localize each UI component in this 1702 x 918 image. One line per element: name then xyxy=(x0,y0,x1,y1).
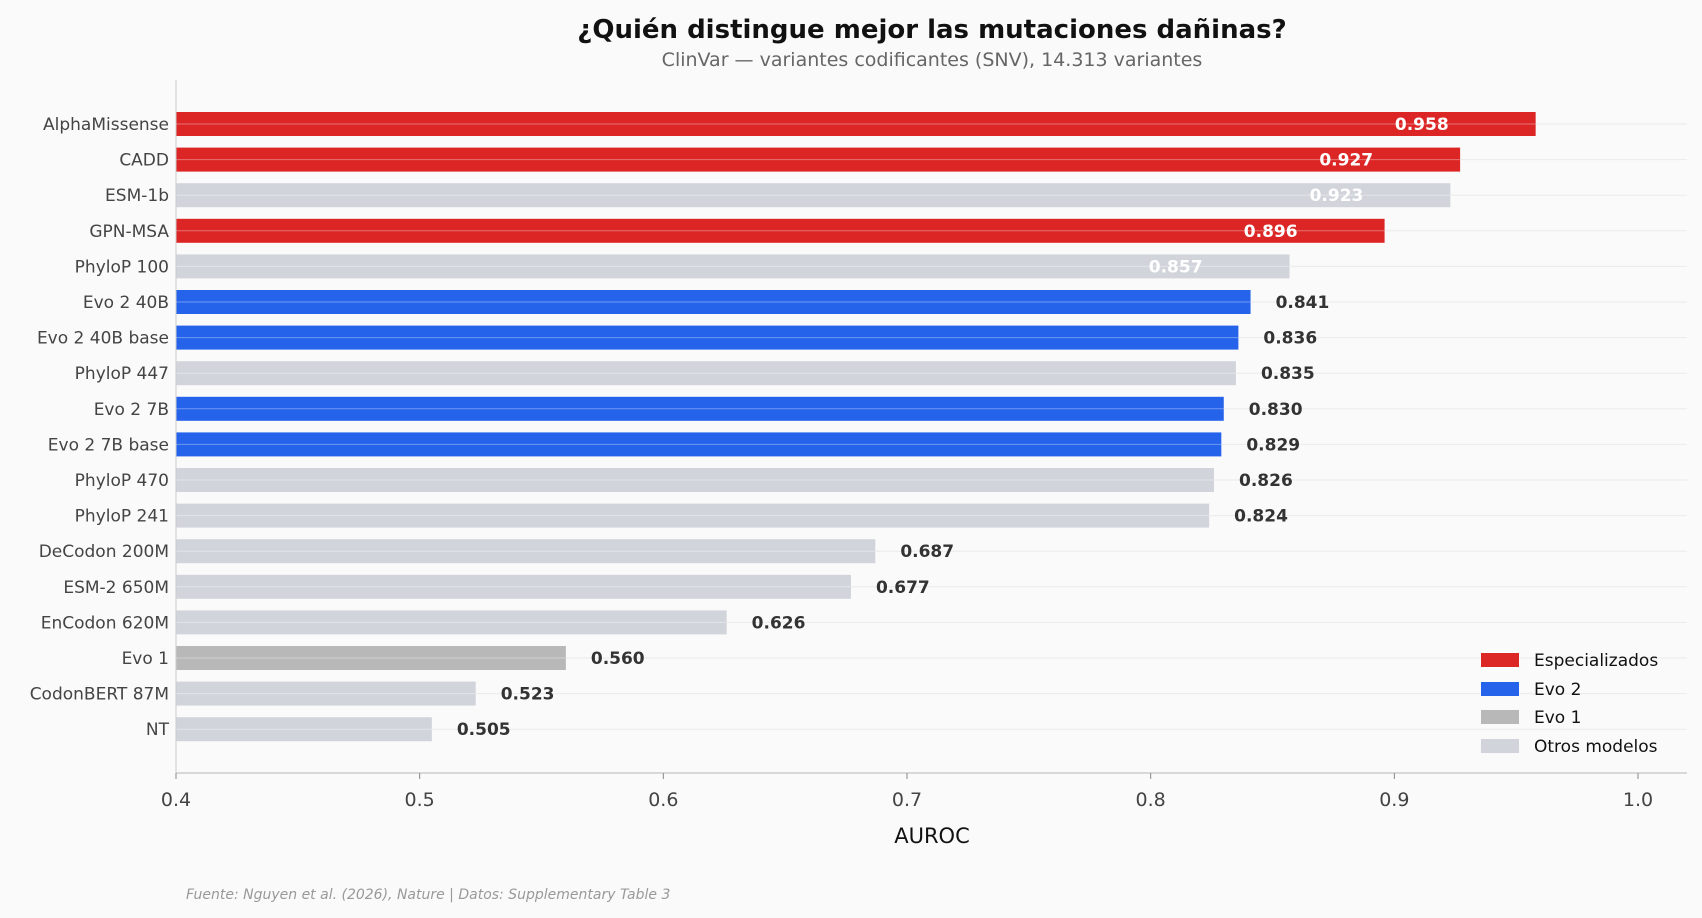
y-tick-label: NT xyxy=(146,720,170,740)
y-tick-label: CADD xyxy=(119,151,169,171)
legend-label-evo1: Evo 1 xyxy=(1534,708,1581,728)
x-tick-label: 0.5 xyxy=(405,789,435,811)
y-tick-label: Evo 2 40B base xyxy=(37,329,169,349)
y-tick-label: EnCodon 620M xyxy=(41,613,169,633)
bar-codonbert-87m xyxy=(176,681,476,706)
bar-nt xyxy=(176,717,432,742)
bar-phylop-100 xyxy=(176,254,1290,279)
data-label: 0.829 xyxy=(1246,435,1300,455)
data-label: 0.824 xyxy=(1234,507,1288,527)
legend-label-esp: Especializados xyxy=(1534,651,1658,671)
bar-evo-2-40b xyxy=(176,290,1251,314)
y-tick-label: PhyloP 241 xyxy=(75,507,169,527)
y-tick-label: AlphaMissense xyxy=(43,115,169,135)
y-tick-label: Evo 2 7B base xyxy=(48,435,169,455)
data-label: 0.958 xyxy=(1395,115,1449,135)
x-tick-label: 0.7 xyxy=(892,789,922,811)
y-tick-label: Evo 2 40B xyxy=(83,293,169,313)
y-tick-label: ESM-2 650M xyxy=(63,578,169,598)
data-label: 0.560 xyxy=(591,649,645,669)
data-label: 0.826 xyxy=(1239,471,1293,491)
bar-phylop-470 xyxy=(176,468,1215,492)
bar-encodon-620m xyxy=(176,610,727,635)
y-tick-label: PhyloP 100 xyxy=(75,257,169,277)
bar-phylop-447 xyxy=(176,361,1236,386)
bar-evo-2-7b-base xyxy=(176,432,1222,457)
y-tick-label: GPN-MSA xyxy=(89,222,169,242)
bar-esm-1b xyxy=(176,183,1451,208)
legend-swatch-evo1 xyxy=(1481,710,1519,724)
bar-evo-2-7b xyxy=(176,396,1224,421)
x-axis-label: AUROC xyxy=(894,824,970,848)
legend-label-evo2: Evo 2 xyxy=(1534,680,1581,700)
source-footer: Fuente: Nguyen et al. (2026), Nature | D… xyxy=(186,887,670,903)
bar-alphamissense xyxy=(176,112,1536,136)
legend-swatch-evo2 xyxy=(1481,682,1519,696)
x-tick-label: 0.4 xyxy=(161,789,191,811)
data-label: 0.841 xyxy=(1276,293,1330,313)
data-label: 0.896 xyxy=(1244,222,1298,242)
chart-subtitle: ClinVar — variantes codificantes (SNV), … xyxy=(662,49,1203,71)
data-label: 0.687 xyxy=(900,542,954,562)
bar-esm-2-650m xyxy=(176,574,851,599)
bar-evo-2-40b-base xyxy=(176,325,1239,350)
x-tick-label: 0.6 xyxy=(648,789,678,811)
bar-cadd xyxy=(176,147,1461,172)
x-tick-label: 0.8 xyxy=(1136,789,1166,811)
data-label: 0.927 xyxy=(1319,151,1373,171)
data-label: 0.836 xyxy=(1263,329,1317,349)
data-label: 0.626 xyxy=(752,613,806,633)
bar-decodon-200m xyxy=(176,539,876,564)
chart-title: ¿Quién distingue mejor las mutaciones da… xyxy=(577,15,1286,45)
y-tick-label: PhyloP 447 xyxy=(75,364,169,384)
data-label: 0.857 xyxy=(1149,257,1203,277)
x-tick-label: 0.9 xyxy=(1379,789,1409,811)
bar-evo-1 xyxy=(176,646,566,670)
data-label: 0.677 xyxy=(876,578,930,598)
legend-label-otros: Otros modelos xyxy=(1534,737,1658,757)
y-tick-label: Evo 2 7B xyxy=(94,400,169,420)
data-label: 0.830 xyxy=(1249,400,1303,420)
bar-phylop-241 xyxy=(176,503,1210,528)
y-tick-label: Evo 1 xyxy=(122,649,169,669)
data-label: 0.923 xyxy=(1310,186,1364,206)
x-tick-label: 1.0 xyxy=(1623,789,1653,811)
data-label: 0.505 xyxy=(457,720,511,740)
data-label: 0.835 xyxy=(1261,364,1315,384)
y-tick-label: PhyloP 470 xyxy=(75,471,169,491)
bar-gpn-msa xyxy=(176,218,1385,243)
legend-swatch-otros xyxy=(1481,739,1519,753)
legend: Especializados Evo 2 Evo 1 Otros modelos xyxy=(1481,651,1658,757)
y-tick-label: CodonBERT 87M xyxy=(30,685,169,705)
y-tick-label: ESM-1b xyxy=(105,186,169,206)
legend-swatch-esp xyxy=(1481,653,1519,667)
y-tick-label: DeCodon 200M xyxy=(39,542,169,562)
data-label: 0.523 xyxy=(501,685,555,705)
